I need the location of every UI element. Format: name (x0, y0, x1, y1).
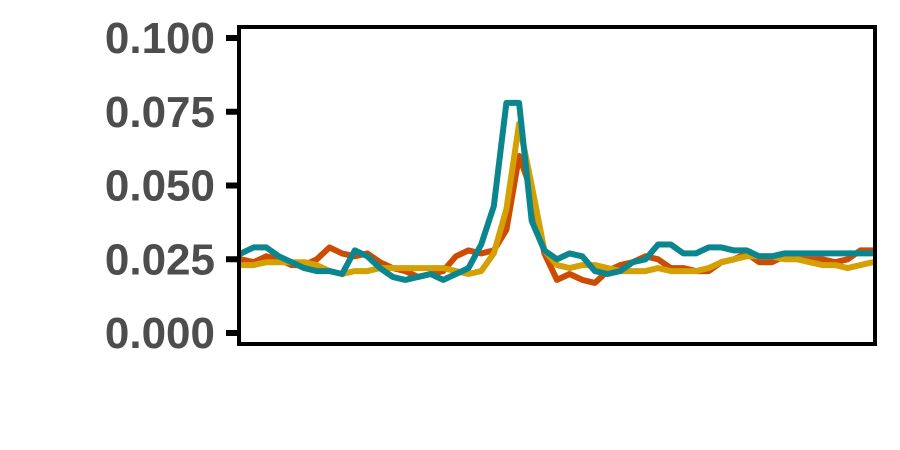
series-line-3 (238, 99, 876, 283)
y-tick-label: 0.075 (105, 88, 215, 137)
series-line-1 (238, 153, 876, 286)
plot-frame (237, 25, 877, 346)
series-layer (238, 99, 876, 286)
y-axis: 0.000 0.025 0.050 0.075 0.100 (105, 14, 239, 358)
y-tick-label: 0.050 (105, 162, 215, 211)
y-tick-label: 0.025 (105, 235, 215, 284)
y-tick-label: 0.100 (105, 14, 215, 63)
y-tick-label: 0.000 (105, 309, 215, 358)
